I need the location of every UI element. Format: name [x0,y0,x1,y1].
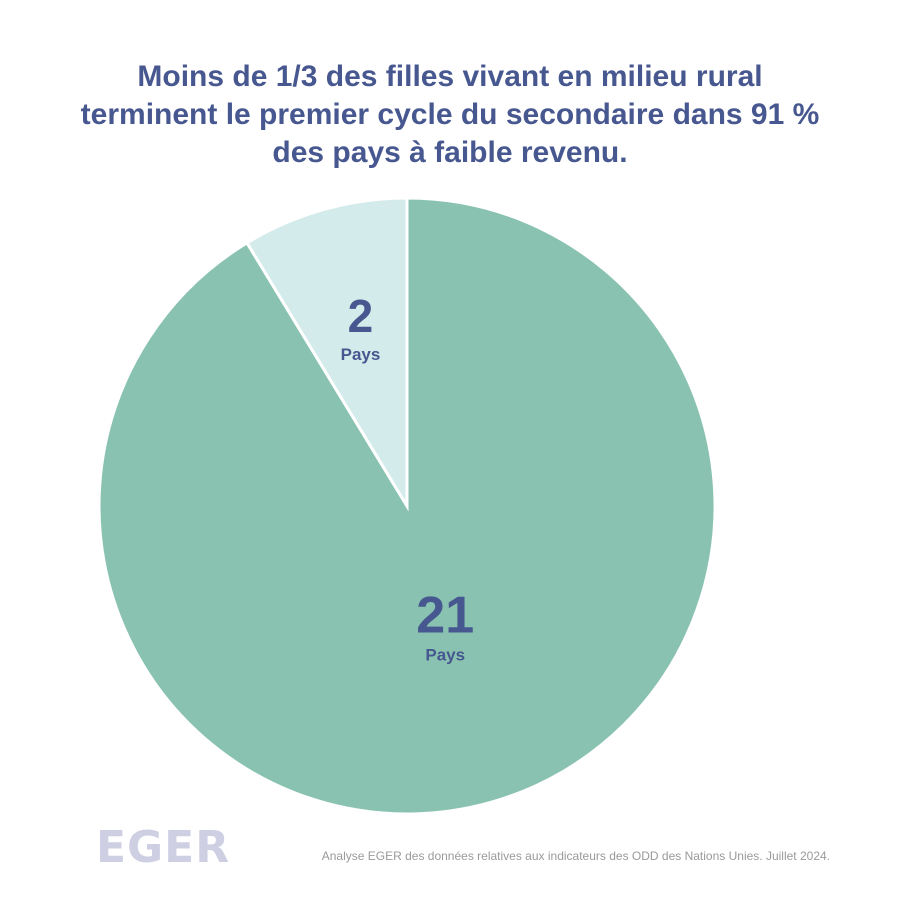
eger-logo: EGER [96,822,231,873]
slice-value-label-1: 2 [348,290,374,342]
slice-unit-label-0: Pays [425,645,465,664]
source-note: Analyse EGER des données relatives aux i… [321,849,830,863]
chart-title-line-1: Moins de 1/3 des filles vivant en milieu… [137,60,763,93]
chart-title-line-3: des pays à faible revenu. [272,136,628,169]
pie-slice-1 [244,196,409,512]
slice-unit-label-1: Pays [341,345,381,364]
chart-title: Moins de 1/3 des filles vivant en milieu… [60,58,840,172]
chart-title-line-2: terminent le premier cycle du secondaire… [80,98,820,131]
slice-value-label-0: 21 [416,586,474,644]
